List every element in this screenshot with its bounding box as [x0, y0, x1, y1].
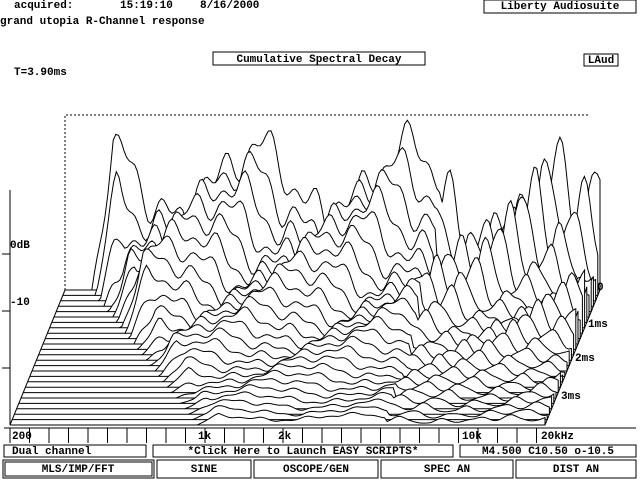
menu-button-label[interactable]: OSCOPE/GEN	[283, 464, 349, 476]
app-title-box	[483, 0, 637, 14]
acquired-time: 15:19:10	[120, 0, 173, 12]
back-frame	[64, 114, 590, 290]
measurement-name: grand utopia R-Channel response	[0, 16, 205, 28]
freq-ticks	[9, 428, 537, 443]
floor-edge	[9, 289, 66, 426]
menu-button[interactable]	[515, 459, 637, 479]
freq-label: 1k	[198, 431, 212, 443]
time-label: 3ms	[561, 391, 581, 403]
badge-box	[583, 53, 619, 67]
freq-label: 10k	[462, 431, 482, 443]
menu-button[interactable]	[380, 459, 514, 479]
button-focus	[4, 461, 153, 477]
freq-label: 200	[12, 431, 32, 443]
level-label: 0dB	[10, 240, 30, 252]
freq-label: 2k	[278, 431, 292, 443]
plot-title: Cumulative Spectral Decay	[236, 54, 401, 66]
scripts-button[interactable]	[152, 444, 454, 458]
scripts-label[interactable]: *Click Here to Launch EASY SCRIPTS*	[187, 446, 418, 458]
menu-button[interactable]	[253, 459, 379, 479]
params: M4.500 C10.50 o-10.5	[482, 446, 614, 458]
badge: LAud	[588, 55, 614, 67]
menu-button-label[interactable]: SINE	[191, 464, 218, 476]
time-label: 0	[597, 282, 604, 294]
menu-button[interactable]	[156, 459, 252, 479]
menu-button-label[interactable]: SPEC AN	[424, 464, 470, 476]
time-label: 2ms	[575, 353, 595, 365]
decay-slice	[12, 405, 548, 421]
mode-box	[3, 444, 147, 458]
freq-label: 20kHz	[541, 431, 574, 443]
menu-button-label[interactable]: MLS/IMP/FFT	[42, 464, 115, 476]
time-label: 1ms	[588, 319, 608, 331]
acquired-date: 8/16/2000	[200, 0, 259, 12]
plot-title-box	[212, 51, 426, 66]
mode: Dual channel	[12, 446, 92, 458]
floor-edge	[544, 289, 601, 426]
time-window: T=3.90ms	[14, 67, 67, 79]
menu-button-label[interactable]: DIST AN	[553, 464, 599, 476]
decay-slice	[18, 384, 555, 404]
decay-slice	[16, 391, 553, 410]
app-title: Liberty Audiosuite	[501, 1, 620, 13]
params-box	[459, 444, 637, 458]
level-label: -10	[10, 297, 30, 309]
acquired-label: acquired:	[14, 0, 73, 12]
waterfall-plot	[9, 114, 601, 426]
